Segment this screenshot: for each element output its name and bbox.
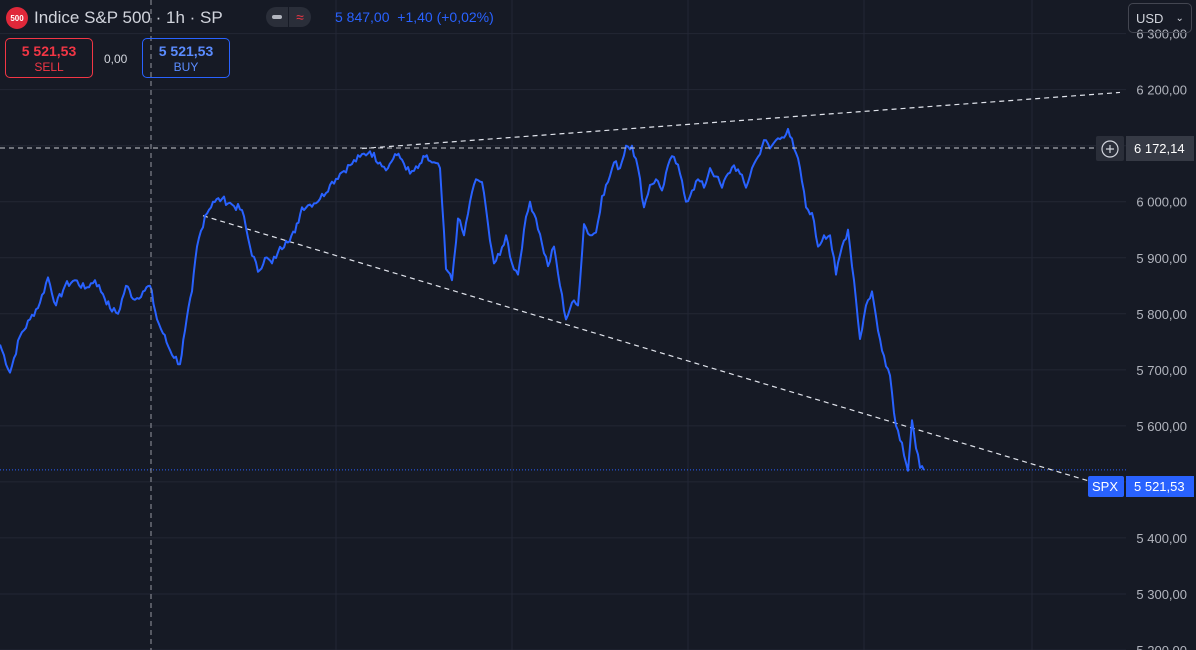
quote-info: 5 847,00 +1,40 (+0,02%)	[335, 9, 494, 25]
buy-label: BUY	[173, 60, 199, 74]
trendline[interactable]	[202, 215, 1121, 491]
y-tick-label: 5 200,00	[1136, 643, 1187, 650]
y-tick-label: 5 600,00	[1136, 419, 1187, 434]
last-price: 5 847,00	[335, 9, 390, 25]
crosshair-price-box	[1126, 136, 1194, 161]
minus-icon	[272, 15, 282, 19]
spread-value: 0,00	[104, 52, 128, 66]
y-tick-label: 6 200,00	[1136, 83, 1187, 98]
y-tick-label: 5 900,00	[1136, 251, 1187, 266]
currency-select[interactable]: USD ⌄	[1128, 3, 1192, 33]
y-tick-label: 5 400,00	[1136, 531, 1187, 546]
trendline[interactable]	[361, 91, 1121, 150]
indicator-toggles: ≈	[266, 7, 311, 27]
last-price-box	[1126, 476, 1194, 497]
y-tick-label: 5 800,00	[1136, 307, 1187, 322]
y-tick-label: 5 700,00	[1136, 363, 1187, 378]
sell-label: SELL	[34, 60, 64, 74]
sell-price: 5 521,53	[21, 43, 77, 59]
plus-icon	[1106, 145, 1114, 153]
chart-grid	[0, 0, 1126, 650]
buy-price: 5 521,53	[158, 43, 214, 59]
symbol-title[interactable]: Indice S&P 500 · 1h · SP	[34, 8, 223, 27]
currency-label: USD	[1136, 10, 1164, 26]
sell-button[interactable]: 5 521,53 SELL	[5, 38, 93, 78]
y-tick-label: 6 300,00	[1136, 27, 1187, 42]
y-tick-label: 6 000,00	[1136, 195, 1187, 210]
y-tick-label: 5 300,00	[1136, 587, 1187, 602]
wave-icon[interactable]: ≈	[289, 7, 311, 27]
drawing-layer	[0, 91, 1126, 491]
price-change: +1,40 (+0,02%)	[397, 9, 494, 25]
collapse-toggle[interactable]	[266, 7, 288, 27]
last-price-label: 5 521,53	[1134, 479, 1185, 494]
buy-button[interactable]: 5 521,53 BUY	[142, 38, 230, 78]
sp500-logo: 500	[6, 7, 28, 29]
add-alert-icon[interactable]	[1101, 140, 1119, 158]
symbol-badge-text: SPX	[1092, 479, 1118, 494]
price-axis: 6 300,006 200,006 100,006 000,005 900,00…	[1136, 27, 1187, 650]
chevron-down-icon: ⌄	[1175, 12, 1184, 24]
symbol-header[interactable]: 500 Indice S&P 500 · 1h · SP	[6, 5, 223, 31]
crosshair-price-label: 6 172,14	[1134, 141, 1185, 156]
price-series-line	[0, 127, 925, 472]
symbol-badge	[1088, 476, 1124, 497]
